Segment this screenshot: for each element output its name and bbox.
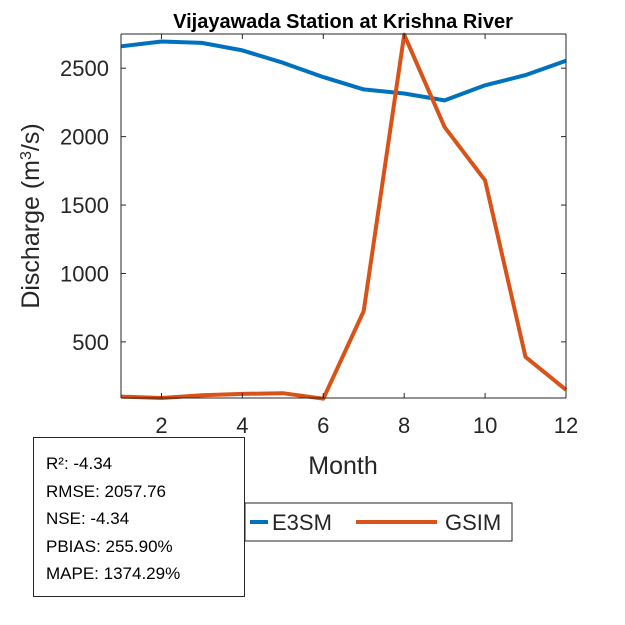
stats-mape: MAPE: 1374.29%: [46, 564, 181, 583]
x-tick-label-12: 12: [554, 413, 578, 438]
x-axis-label: Month: [308, 452, 377, 480]
x-tick-label-10: 10: [473, 413, 497, 438]
stats-nse: NSE: -4.34: [46, 509, 130, 528]
chart-title: Vijayawada Station at Krishna River: [173, 11, 513, 33]
x-tick-label-4: 4: [236, 413, 248, 438]
stats-pbias: PBIAS: 255.90%: [46, 536, 173, 556]
y-tick-label-2500: 2500: [60, 56, 109, 81]
legend: E3SM GSIM: [244, 502, 513, 542]
stats-box: R²: -4.34 RMSE: 2057.76 NSE: -4.34 PBIAS…: [33, 437, 245, 597]
stats-rmse: RMSE: 2057.76: [46, 481, 167, 501]
series-line-e3sm: [120, 39, 567, 103]
y-axis-label: Discharge (m3/s): [17, 123, 45, 308]
stats-r2: R²: -4.34: [46, 454, 113, 473]
y-tick-label-500: 500: [72, 330, 109, 355]
x-tick-label-6: 6: [317, 413, 329, 438]
legend-label-gsim: GSIM: [445, 510, 501, 535]
y-tick-label-1000: 1000: [60, 261, 109, 286]
x-tick-label-2: 2: [155, 413, 167, 438]
y-tick-label-2000: 2000: [60, 125, 109, 150]
series-line-gsim: [120, 32, 568, 401]
legend-label-e3sm: E3SM: [272, 510, 332, 535]
y-tick-label-1500: 1500: [60, 193, 109, 218]
plot-area: [121, 34, 566, 398]
x-tick-label-8: 8: [398, 413, 410, 438]
